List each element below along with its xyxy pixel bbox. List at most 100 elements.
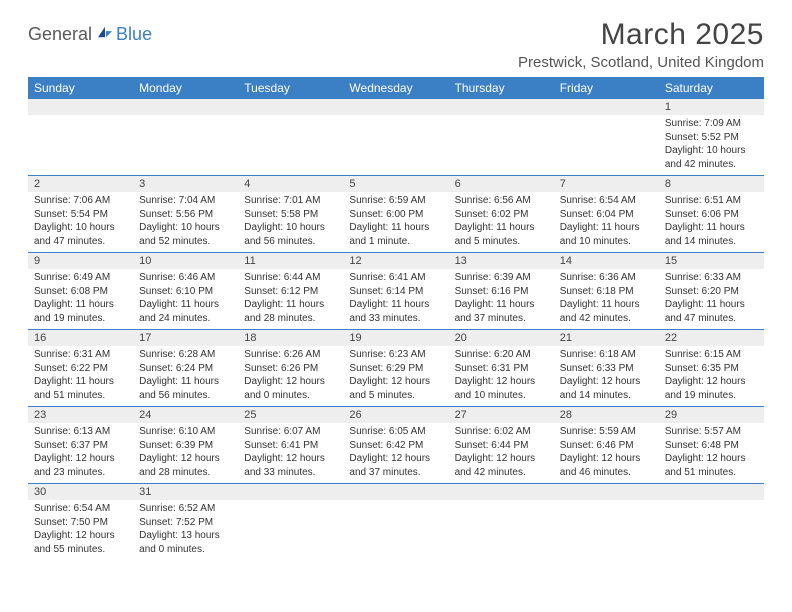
day-number-cell: 1: [659, 99, 764, 115]
day-info-cell: [238, 115, 343, 176]
day-number-cell: 5: [343, 176, 448, 193]
day-number-row: 3031: [28, 484, 764, 501]
day-number-cell: [449, 99, 554, 115]
day-info-cell: Sunrise: 6:31 AMSunset: 6:22 PMDaylight:…: [28, 346, 133, 407]
day-info-cell: Sunrise: 6:46 AMSunset: 6:10 PMDaylight:…: [133, 269, 238, 330]
day-info-cell: [343, 500, 448, 560]
day-number-cell: 19: [343, 330, 448, 347]
day-number-cell: [343, 484, 448, 501]
weekday-header-row: Sunday Monday Tuesday Wednesday Thursday…: [28, 77, 764, 99]
day-info-cell: Sunrise: 6:26 AMSunset: 6:26 PMDaylight:…: [238, 346, 343, 407]
day-number-cell: 23: [28, 407, 133, 424]
day-number-cell: 29: [659, 407, 764, 424]
day-number-cell: 27: [449, 407, 554, 424]
day-info-cell: Sunrise: 6:52 AMSunset: 7:52 PMDaylight:…: [133, 500, 238, 560]
day-number-cell: [133, 99, 238, 115]
day-number-cell: [554, 99, 659, 115]
day-number-cell: 7: [554, 176, 659, 193]
day-number-cell: 24: [133, 407, 238, 424]
day-number-cell: 22: [659, 330, 764, 347]
day-info-row: Sunrise: 7:06 AMSunset: 5:54 PMDaylight:…: [28, 192, 764, 253]
logo-text-blue: Blue: [116, 24, 152, 45]
day-number-cell: 18: [238, 330, 343, 347]
calendar-page: General Blue March 2025 Prestwick, Scotl…: [0, 0, 792, 560]
day-number-cell: 30: [28, 484, 133, 501]
day-info-cell: Sunrise: 6:33 AMSunset: 6:20 PMDaylight:…: [659, 269, 764, 330]
day-info-row: Sunrise: 6:54 AMSunset: 7:50 PMDaylight:…: [28, 500, 764, 560]
weekday-header: Tuesday: [238, 77, 343, 99]
day-number-row: 2345678: [28, 176, 764, 193]
day-info-row: Sunrise: 7:09 AMSunset: 5:52 PMDaylight:…: [28, 115, 764, 176]
day-number-cell: 20: [449, 330, 554, 347]
day-info-cell: Sunrise: 6:02 AMSunset: 6:44 PMDaylight:…: [449, 423, 554, 484]
day-info-cell: Sunrise: 5:57 AMSunset: 6:48 PMDaylight:…: [659, 423, 764, 484]
weekday-header: Sunday: [28, 77, 133, 99]
day-info-cell: Sunrise: 6:28 AMSunset: 6:24 PMDaylight:…: [133, 346, 238, 407]
day-info-cell: Sunrise: 6:54 AMSunset: 7:50 PMDaylight:…: [28, 500, 133, 560]
day-number-cell: [659, 484, 764, 501]
header: General Blue March 2025 Prestwick, Scotl…: [28, 18, 764, 71]
day-number-row: 9101112131415: [28, 253, 764, 270]
day-info-cell: Sunrise: 6:13 AMSunset: 6:37 PMDaylight:…: [28, 423, 133, 484]
day-number-cell: 3: [133, 176, 238, 193]
day-info-cell: Sunrise: 7:06 AMSunset: 5:54 PMDaylight:…: [28, 192, 133, 253]
logo-text-general: General: [28, 24, 92, 45]
day-info-cell: [659, 500, 764, 560]
day-info-cell: Sunrise: 6:15 AMSunset: 6:35 PMDaylight:…: [659, 346, 764, 407]
day-number-cell: 14: [554, 253, 659, 270]
day-info-cell: Sunrise: 6:54 AMSunset: 6:04 PMDaylight:…: [554, 192, 659, 253]
day-number-cell: [554, 484, 659, 501]
day-info-cell: [554, 500, 659, 560]
day-number-row: 16171819202122: [28, 330, 764, 347]
day-number-cell: 8: [659, 176, 764, 193]
day-info-cell: Sunrise: 6:07 AMSunset: 6:41 PMDaylight:…: [238, 423, 343, 484]
day-info-cell: Sunrise: 6:49 AMSunset: 6:08 PMDaylight:…: [28, 269, 133, 330]
day-info-cell: Sunrise: 6:36 AMSunset: 6:18 PMDaylight:…: [554, 269, 659, 330]
day-info-cell: [343, 115, 448, 176]
day-info-cell: Sunrise: 5:59 AMSunset: 6:46 PMDaylight:…: [554, 423, 659, 484]
day-info-cell: Sunrise: 6:44 AMSunset: 6:12 PMDaylight:…: [238, 269, 343, 330]
day-number-cell: 31: [133, 484, 238, 501]
day-number-cell: [28, 99, 133, 115]
day-info-cell: Sunrise: 6:41 AMSunset: 6:14 PMDaylight:…: [343, 269, 448, 330]
day-number-cell: 11: [238, 253, 343, 270]
day-number-cell: 25: [238, 407, 343, 424]
day-number-cell: 16: [28, 330, 133, 347]
logo: General Blue: [28, 24, 152, 45]
location-subtitle: Prestwick, Scotland, United Kingdom: [518, 54, 764, 71]
day-info-cell: Sunrise: 6:39 AMSunset: 6:16 PMDaylight:…: [449, 269, 554, 330]
day-number-cell: 13: [449, 253, 554, 270]
day-info-cell: Sunrise: 6:10 AMSunset: 6:39 PMDaylight:…: [133, 423, 238, 484]
weekday-header: Monday: [133, 77, 238, 99]
day-number-cell: [238, 484, 343, 501]
day-number-cell: 4: [238, 176, 343, 193]
day-info-cell: Sunrise: 6:18 AMSunset: 6:33 PMDaylight:…: [554, 346, 659, 407]
weekday-header: Friday: [554, 77, 659, 99]
day-info-cell: Sunrise: 7:04 AMSunset: 5:56 PMDaylight:…: [133, 192, 238, 253]
day-info-cell: [449, 115, 554, 176]
day-info-row: Sunrise: 6:49 AMSunset: 6:08 PMDaylight:…: [28, 269, 764, 330]
day-number-cell: 9: [28, 253, 133, 270]
weekday-header: Saturday: [659, 77, 764, 99]
sail-icon: [96, 25, 114, 39]
day-number-cell: 28: [554, 407, 659, 424]
day-info-cell: Sunrise: 7:09 AMSunset: 5:52 PMDaylight:…: [659, 115, 764, 176]
day-info-cell: Sunrise: 6:23 AMSunset: 6:29 PMDaylight:…: [343, 346, 448, 407]
day-number-cell: [343, 99, 448, 115]
calendar-table: Sunday Monday Tuesday Wednesday Thursday…: [28, 77, 764, 560]
day-info-cell: [554, 115, 659, 176]
day-number-cell: 12: [343, 253, 448, 270]
day-info-cell: Sunrise: 6:05 AMSunset: 6:42 PMDaylight:…: [343, 423, 448, 484]
day-number-cell: 15: [659, 253, 764, 270]
day-number-cell: 2: [28, 176, 133, 193]
day-info-cell: [133, 115, 238, 176]
day-number-cell: 17: [133, 330, 238, 347]
title-block: March 2025 Prestwick, Scotland, United K…: [518, 18, 764, 71]
day-number-cell: 26: [343, 407, 448, 424]
day-number-cell: [449, 484, 554, 501]
day-info-row: Sunrise: 6:31 AMSunset: 6:22 PMDaylight:…: [28, 346, 764, 407]
weekday-header: Thursday: [449, 77, 554, 99]
day-info-cell: Sunrise: 6:51 AMSunset: 6:06 PMDaylight:…: [659, 192, 764, 253]
day-info-cell: [449, 500, 554, 560]
month-title: March 2025: [518, 18, 764, 52]
